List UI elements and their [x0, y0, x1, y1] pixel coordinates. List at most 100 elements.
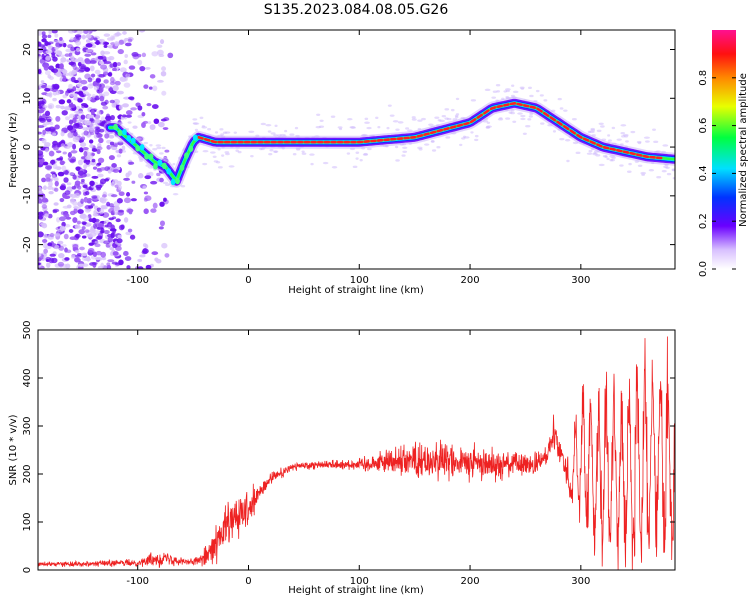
spectrogram-noise-mark: [77, 57, 84, 62]
spectrogram-ridge-knot: [122, 128, 127, 136]
spectrogram-haze-mark: [322, 161, 329, 165]
spectrogram-haze-mark: [192, 118, 198, 121]
spectrogram-noise-mark: [58, 99, 66, 105]
spectrogram-haze-mark: [436, 145, 441, 149]
spectrogram-noise-mark: [126, 265, 131, 269]
spectrogram-noise-mark: [52, 132, 57, 136]
colorbar-label: Normalized spectral amplitude: [738, 73, 749, 227]
spectrogram-noise-mark: [131, 52, 139, 57]
spectrogram-noise-mark: [46, 85, 52, 89]
spectrogram-noise-mark: [116, 90, 124, 95]
colorbar-gradient: [712, 30, 736, 269]
spectrogram-ridge-peak: [509, 101, 517, 106]
spectrogram-noise-mark: [122, 31, 127, 35]
spectrogram-noise-mark: [61, 68, 67, 73]
spectrogram-noise-mark: [137, 173, 144, 179]
spectrogram-noise-mark: [59, 185, 66, 191]
spectrogram-haze-mark: [470, 99, 477, 102]
spectrogram-noise-mark: [77, 91, 84, 96]
spectrogram-ridge-peak: [629, 151, 636, 156]
spectrogram-haze-mark: [375, 116, 379, 120]
spectrogram-noise-mark: [98, 38, 105, 43]
spectrogram-haze-mark: [267, 130, 272, 133]
spectrogram-haze-mark: [672, 177, 675, 180]
spectrogram-ridge-knot: [184, 152, 189, 159]
spectrogram-noise-mark: [104, 133, 110, 139]
spectrogram-noise-mark: [123, 37, 129, 42]
spectrogram-ridge-peak: [469, 118, 477, 124]
spectrogram-haze-mark: [192, 122, 198, 125]
spectrogram-noise-mark: [91, 158, 96, 163]
spectrogram-noise-mark: [59, 63, 64, 70]
spectrogram-haze-mark: [497, 118, 504, 121]
snr-y-tick-label: 500: [22, 320, 33, 339]
spectrogram-noise-mark: [45, 256, 52, 262]
spectrogram-noise-mark: [152, 202, 158, 209]
snr-y-tick-label: 0: [22, 567, 33, 573]
spectrogram-noise-mark: [151, 51, 159, 57]
spectrogram-noise-mark: [57, 240, 64, 245]
spectrogram-noise-mark: [69, 37, 75, 41]
spectrogram-noise-mark: [63, 177, 69, 183]
spectrogram-noise-mark: [141, 111, 146, 117]
spectrogram-ridge-knot: [126, 135, 132, 142]
spectrogram-noise-mark: [143, 84, 149, 89]
spectrogram-noise-mark: [57, 171, 65, 177]
spectrogram-haze-mark: [417, 119, 423, 122]
spectrogram-noise-mark: [44, 245, 52, 250]
colorbar-tick-label: 0.2: [698, 213, 709, 229]
spectrogram-haze-mark: [217, 166, 223, 169]
spectrogram-noise-mark: [88, 205, 94, 209]
spectrogram-noise-mark: [83, 104, 89, 108]
spectrogram-noise-mark: [82, 222, 87, 226]
spectrogram-noise-mark: [113, 33, 120, 38]
spectrogram-haze-mark: [362, 153, 369, 156]
spectrogram-noise-mark: [67, 125, 74, 131]
spectrogram-noise-mark: [152, 85, 158, 92]
spectrogram-haze-mark: [444, 108, 450, 111]
spectrogram-noise-mark: [42, 129, 46, 135]
spectrogram-noise-mark: [130, 198, 137, 202]
spectrogram-haze-mark: [571, 118, 577, 121]
spectrogram-noise-mark: [52, 97, 57, 102]
spectrogram-haze-mark: [508, 111, 513, 114]
spectrogram-noise-mark: [75, 40, 82, 46]
spectrogram-noise-mark: [118, 104, 123, 110]
spectrogram-haze-mark: [401, 154, 406, 157]
spectrogram-noise-mark: [69, 91, 75, 97]
spectrogram-haze-mark: [319, 119, 324, 122]
spectrogram-noise-mark: [151, 251, 159, 256]
spectrogram-haze-mark: [520, 114, 526, 118]
spectrogram-noise-mark: [110, 76, 115, 83]
spectrogram-noise-mark: [97, 55, 104, 60]
spectrogram-noise-mark: [117, 48, 124, 55]
spectrogram-noise-mark: [109, 63, 114, 68]
spectrogram-noise-mark: [74, 34, 82, 38]
spectrogram-haze-mark: [424, 143, 430, 146]
spectrogram-noise-mark: [42, 161, 49, 166]
spectrogram-noise-mark: [83, 91, 90, 96]
spectrogram-haze-mark: [525, 124, 531, 128]
spectrogram-haze-mark: [269, 149, 274, 152]
spectrogram-noise-mark: [47, 242, 53, 247]
spectrogram-noise-mark: [38, 198, 43, 204]
spectrogram-haze-mark: [250, 154, 254, 158]
spectrogram-noise-mark: [72, 201, 78, 206]
spectrogram-noise-mark: [111, 146, 118, 151]
spectrogram-noise-mark: [118, 185, 123, 191]
spectrogram-noise-mark: [44, 147, 49, 153]
spectrogram-haze-mark: [434, 116, 440, 119]
spectrogram-noise-mark: [92, 166, 98, 170]
colorbar: 0.0 0.2 0.4 0.6 0.8 Normalized spectral ampl…: [698, 30, 749, 277]
spectrogram-noise-mark: [100, 251, 107, 258]
spectrogram-noise-mark: [38, 41, 42, 47]
spectrogram-haze-mark: [310, 162, 314, 166]
spectrogram-haze-mark: [143, 141, 149, 145]
spectrogram-noise-mark: [56, 166, 62, 171]
spectrogram-x-axis-label: Height of straight line (km): [288, 285, 424, 296]
spectrogram-noise-mark: [63, 106, 71, 111]
spectrogram-haze-mark: [386, 126, 390, 130]
spectrogram-noise-mark: [94, 240, 100, 244]
spectrogram-noise-mark: [76, 220, 81, 225]
spectrogram-haze-mark: [517, 112, 523, 115]
